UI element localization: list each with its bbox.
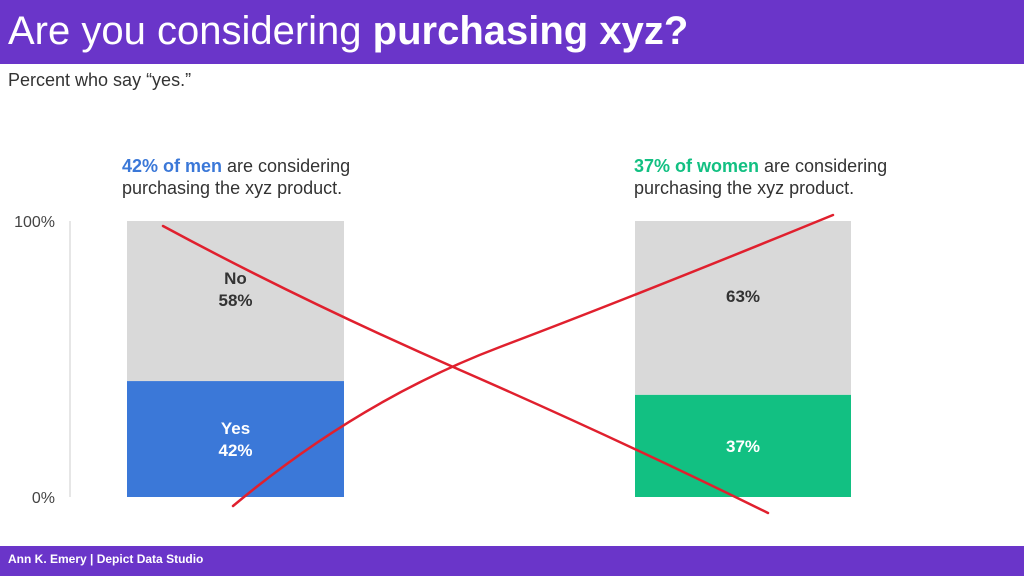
cross-out-line-1	[161, 224, 770, 515]
bar-men-yes	[127, 381, 344, 497]
bar-women-yes	[635, 394, 851, 497]
chart-title: Are you considering purchasing xyz?	[8, 9, 689, 53]
y-tick-100: 100%	[14, 214, 55, 231]
y-tick-0: 0%	[32, 490, 55, 507]
annotation-men: 42% of men are considering purchasing th…	[122, 156, 351, 198]
annotation-women-highlight: 37% of women	[634, 156, 760, 176]
footer-credit: Ann K. Emery | Depict Data Studio	[8, 552, 204, 566]
cross-out-line-2	[231, 213, 835, 508]
footer-bar: Ann K. Emery | Depict Data Studio	[0, 546, 1024, 576]
label-women-no: 63%	[726, 287, 760, 306]
label-women-yes: 37%	[726, 437, 760, 456]
chart-subtitle: Percent who say “yes.”	[8, 70, 192, 90]
annotation-men-highlight: 42% of men	[122, 156, 223, 176]
label-men-no: No 58%	[218, 269, 252, 310]
label-men-yes: Yes 42%	[218, 419, 252, 460]
bar-women-no	[635, 221, 851, 395]
annotation-women: 37% of women are considering purchasing …	[634, 156, 888, 198]
title-bar: Are you considering purchasing xyz?	[0, 0, 1024, 64]
